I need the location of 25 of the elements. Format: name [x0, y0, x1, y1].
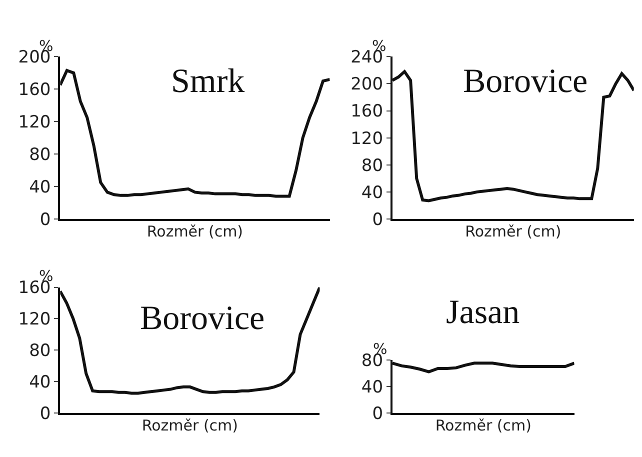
y-tick-label: 0: [372, 404, 384, 424]
chart-title: Borovice: [140, 300, 265, 337]
y-tick-label: 0: [40, 404, 51, 424]
chart-title: Borovice: [463, 63, 588, 100]
chart-title: Jasan: [446, 294, 520, 331]
x-axis-title: Rozměr (cm): [465, 222, 562, 240]
x-axis-title: Rozměr (cm): [146, 222, 244, 240]
y-tick-label: 80: [29, 145, 51, 166]
y-tick-label: 120: [350, 128, 384, 149]
y-tick-label: 0: [372, 210, 384, 230]
x-axis-title: Rozměr (cm): [142, 416, 238, 434]
y-tick-label: 40: [29, 372, 51, 392]
x-axis-title: Rozměr (cm): [435, 416, 532, 434]
y-tick-label: 0: [40, 210, 51, 230]
y-tick-label: 160: [18, 80, 51, 100]
y-tick-label: 40: [361, 377, 384, 398]
y-tick-label: 80: [361, 156, 384, 176]
y-tick-label: 120: [18, 112, 51, 133]
y-tick-label: 80: [29, 341, 51, 361]
y-tick-label: 160: [350, 102, 384, 122]
y-tick-label: 120: [18, 310, 51, 330]
chart-title: Smrk: [171, 63, 245, 100]
y-tick-label: 200: [350, 74, 384, 95]
y-tick-label: 40: [361, 182, 384, 203]
y-tick-label: 40: [29, 177, 51, 198]
